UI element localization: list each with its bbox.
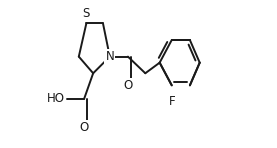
Text: S: S bbox=[83, 7, 90, 20]
Text: N: N bbox=[106, 50, 114, 63]
Text: HO: HO bbox=[47, 92, 65, 105]
Text: F: F bbox=[168, 95, 175, 108]
Text: O: O bbox=[123, 79, 133, 92]
Text: O: O bbox=[79, 121, 89, 134]
